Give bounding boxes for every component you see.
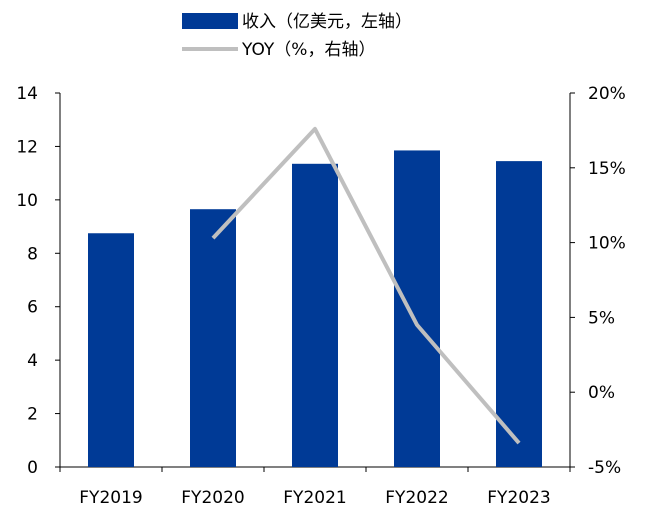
bar-series [88,150,542,468]
line-series [211,126,521,445]
left-tick-label: 6 [27,298,38,318]
right-tick-label: 15% [588,159,626,179]
left-tick-label: 14 [16,84,38,104]
x-tick-label: FY2023 [487,488,550,508]
left-tick-label: 2 [27,405,38,425]
left-tick-label: 0 [27,458,38,478]
legend-label-yoy: YOY（%，右轴） [241,40,375,60]
left-tick-label: 10 [16,191,38,211]
legend-label-revenue: 收入（亿美元，左轴） [242,12,412,32]
left-tick-label: 8 [27,244,38,264]
right-tick-label: 20% [588,84,626,104]
legend-swatch-revenue [182,13,238,29]
x-tick-label: FY2020 [181,488,244,508]
bar [292,163,338,468]
right-tick-label: 10% [588,234,626,254]
left-tick-label: 12 [16,137,38,157]
bar [496,161,542,467]
x-tick-label: FY2019 [79,488,142,508]
left-tick-label: 4 [27,351,38,371]
yoy-line [211,126,521,445]
x-tick-label: FY2022 [385,488,448,508]
bar [88,233,134,467]
right-tick-label: 5% [588,308,615,328]
x-tick-label: FY2021 [283,488,346,508]
bar [394,150,440,467]
legend: 收入（亿美元，左轴） YOY（%，右轴） [182,12,412,60]
bar [190,209,236,467]
right-tick-label: -5% [588,458,621,478]
tick-labels: 0 2 4 6 8 10 12 14 -5% 0% 5% 10% 15% 20% FY2019 FY2020 F… [16,84,625,508]
right-tick-label: 0% [588,383,615,403]
